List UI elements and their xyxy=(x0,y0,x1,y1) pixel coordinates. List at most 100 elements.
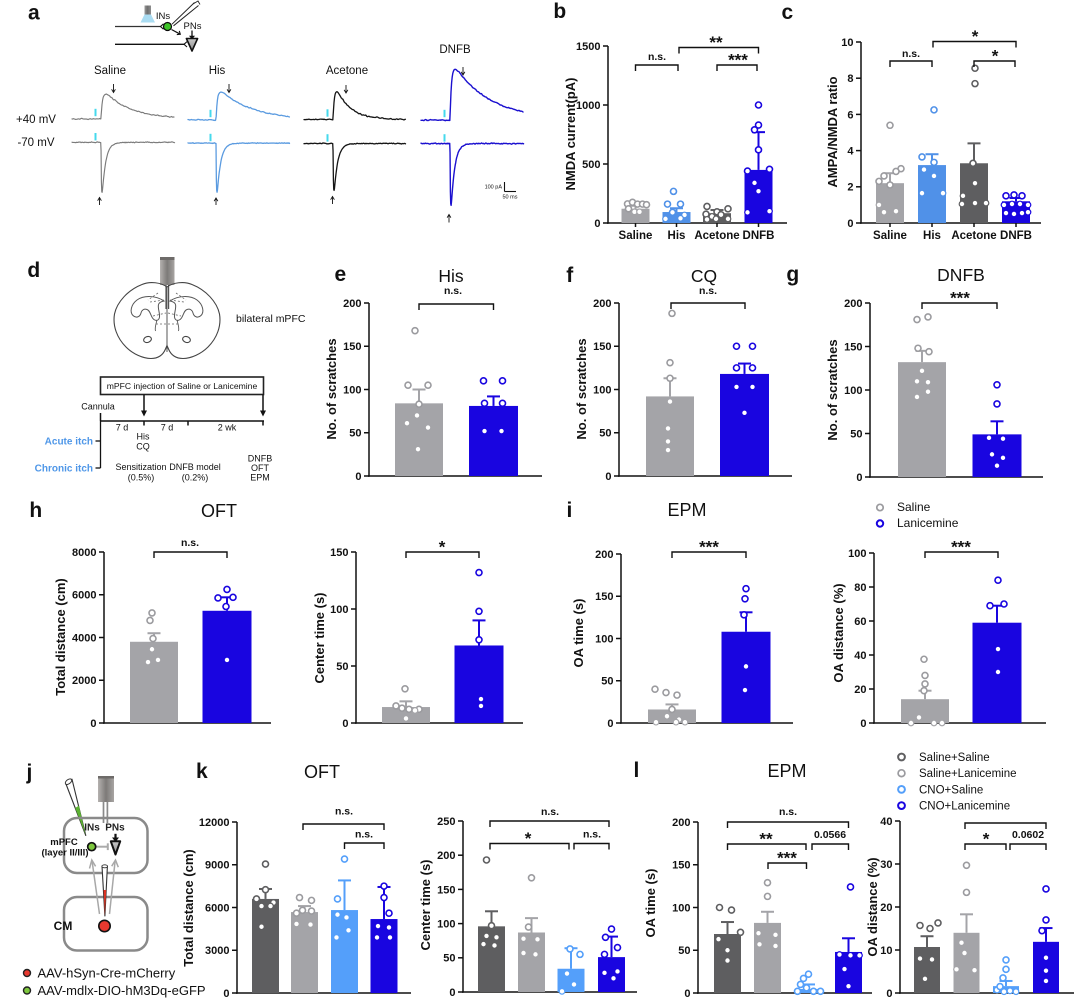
svg-text:OA time (s): OA time (s) xyxy=(643,869,658,938)
svg-text:8000: 8000 xyxy=(72,547,96,559)
svg-text:n.s.: n.s. xyxy=(902,48,920,60)
svg-text:2 wk: 2 wk xyxy=(218,423,237,433)
svg-text:**: ** xyxy=(759,830,773,849)
svg-text:Acetone: Acetone xyxy=(694,230,739,242)
svg-text:200: 200 xyxy=(593,298,611,310)
svg-text:Sensitization: Sensitization xyxy=(115,462,166,472)
svg-text:(0.5%): (0.5%) xyxy=(128,473,155,483)
svg-text:200: 200 xyxy=(595,549,613,561)
svg-text:0: 0 xyxy=(223,988,229,1000)
svg-text:DNFB: DNFB xyxy=(937,265,985,285)
svg-text:0: 0 xyxy=(449,987,455,999)
svg-text:150: 150 xyxy=(330,547,348,559)
svg-text:DNFB: DNFB xyxy=(248,454,273,464)
svg-text:***: *** xyxy=(950,289,970,308)
svg-text:6: 6 xyxy=(847,109,853,121)
svg-text:bilateral mPFC: bilateral mPFC xyxy=(236,313,306,325)
svg-text:0: 0 xyxy=(605,471,611,483)
svg-text:0: 0 xyxy=(860,718,866,730)
svg-text:100: 100 xyxy=(595,633,613,645)
svg-text:j: j xyxy=(25,761,32,784)
svg-text:12000: 12000 xyxy=(199,817,230,829)
svg-text:30: 30 xyxy=(880,859,892,871)
svg-text:80: 80 xyxy=(854,582,866,594)
svg-text:Acetone: Acetone xyxy=(326,65,368,77)
svg-text:60: 60 xyxy=(854,616,866,628)
svg-text:OFT: OFT xyxy=(201,501,237,521)
svg-text:10: 10 xyxy=(880,945,892,957)
svg-text:150: 150 xyxy=(672,860,690,872)
svg-text:150: 150 xyxy=(343,341,361,353)
svg-text:100: 100 xyxy=(437,919,455,931)
svg-text:2: 2 xyxy=(847,182,853,194)
svg-text:mPFC: mPFC xyxy=(50,837,78,848)
svg-text:100: 100 xyxy=(848,548,866,560)
svg-text:n.s.: n.s. xyxy=(583,829,601,841)
svg-text:EPM: EPM xyxy=(767,761,806,781)
svg-text:DNFB: DNFB xyxy=(439,44,471,56)
svg-text:OA distance (%): OA distance (%) xyxy=(865,857,880,956)
svg-text:50: 50 xyxy=(443,953,455,965)
svg-text:n.s.: n.s. xyxy=(355,829,373,841)
svg-text:g: g xyxy=(786,263,799,286)
svg-text:0.0566: 0.0566 xyxy=(814,829,846,841)
svg-text:**: ** xyxy=(709,33,723,52)
svg-text:7 d: 7 d xyxy=(161,423,174,433)
svg-text:c: c xyxy=(781,1,793,24)
svg-text:Total distance (cm): Total distance (cm) xyxy=(181,849,196,967)
svg-text:EPM: EPM xyxy=(667,500,706,520)
svg-text:i: i xyxy=(566,499,572,522)
svg-text:***: *** xyxy=(777,849,797,868)
svg-text:40: 40 xyxy=(880,816,892,828)
svg-text:Cannula: Cannula xyxy=(81,402,115,412)
svg-text:His: His xyxy=(668,230,686,242)
svg-text:CM: CM xyxy=(54,919,73,933)
svg-text:100: 100 xyxy=(343,384,361,396)
svg-text:Chronic itch: Chronic itch xyxy=(35,464,93,475)
svg-text:DNFB: DNFB xyxy=(743,230,775,242)
svg-text:*: * xyxy=(972,27,979,46)
svg-text:(0.2%): (0.2%) xyxy=(182,473,209,483)
svg-text:200: 200 xyxy=(672,817,690,829)
svg-text:n.s.: n.s. xyxy=(444,285,462,297)
svg-text:Saline: Saline xyxy=(897,500,931,514)
svg-text:0: 0 xyxy=(684,988,690,1000)
svg-text:n.s.: n.s. xyxy=(699,285,717,297)
svg-text:50: 50 xyxy=(850,428,862,440)
svg-text:150: 150 xyxy=(844,341,862,353)
svg-text:3000: 3000 xyxy=(205,945,229,957)
svg-text:n.s.: n.s. xyxy=(541,806,559,818)
svg-text:Center time (s): Center time (s) xyxy=(312,592,327,683)
svg-text:OA time (s): OA time (s) xyxy=(571,599,586,668)
svg-text:DNFB: DNFB xyxy=(1000,230,1032,242)
svg-text:EPM: EPM xyxy=(250,473,270,483)
svg-text:His: His xyxy=(438,266,464,286)
svg-text:AAV-hSyn-Cre-mCherry: AAV-hSyn-Cre-mCherry xyxy=(38,966,176,981)
svg-text:50: 50 xyxy=(349,428,361,440)
svg-text:0: 0 xyxy=(607,718,613,730)
svg-text:Acute itch: Acute itch xyxy=(45,437,93,448)
svg-text:150: 150 xyxy=(595,591,613,603)
svg-text:n.s.: n.s. xyxy=(181,537,199,549)
svg-text:*: * xyxy=(992,47,999,66)
svg-text:Saline: Saline xyxy=(873,230,907,242)
svg-text:500: 500 xyxy=(582,159,600,171)
svg-text:Acetone: Acetone xyxy=(951,230,996,242)
svg-text:NMDA current(pA): NMDA current(pA) xyxy=(563,78,578,191)
svg-text:50 ms: 50 ms xyxy=(503,195,518,201)
svg-text:50: 50 xyxy=(601,676,613,688)
svg-text:Center time (s): Center time (s) xyxy=(418,859,433,950)
svg-text:8: 8 xyxy=(847,73,853,85)
svg-text:OFT: OFT xyxy=(251,463,269,473)
svg-text:100: 100 xyxy=(844,385,862,397)
svg-text:+40 mV: +40 mV xyxy=(16,114,56,126)
svg-text:0: 0 xyxy=(886,988,892,1000)
svg-text:4000: 4000 xyxy=(72,632,96,644)
svg-text:0: 0 xyxy=(90,718,96,730)
svg-text:b: b xyxy=(553,0,566,23)
svg-text:9000: 9000 xyxy=(205,860,229,872)
svg-text:n.s.: n.s. xyxy=(648,51,666,63)
svg-text:a: a xyxy=(28,2,40,25)
svg-text:OFT: OFT xyxy=(304,762,340,782)
svg-text:mPFC injection of Saline or La: mPFC injection of Saline or Lanicemine xyxy=(107,381,258,391)
